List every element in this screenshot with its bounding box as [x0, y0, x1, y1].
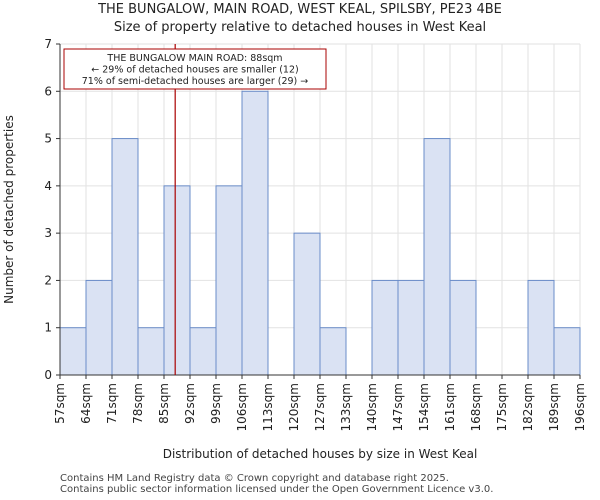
histogram-bar: [423, 138, 451, 376]
x-tick-label: 133sqm: [339, 383, 353, 431]
histogram-bar: [85, 279, 113, 376]
histogram-bar: [293, 232, 321, 376]
y-tick-label: 4: [44, 179, 52, 193]
x-tick-label: 85sqm: [157, 383, 171, 424]
histogram-bar: [111, 138, 139, 376]
annotation-text: 71% of semi-detached houses are larger (…: [82, 76, 309, 87]
y-tick-label: 5: [44, 132, 52, 146]
histogram-bar: [189, 327, 217, 376]
x-tick-label: 182sqm: [521, 383, 535, 431]
x-tick-label: 196sqm: [573, 383, 587, 431]
x-tick-label: 57sqm: [53, 383, 67, 424]
histogram-bar: [371, 279, 399, 376]
histogram-bar: [527, 279, 555, 376]
histogram-bar: [553, 327, 581, 376]
x-tick-label: 71sqm: [105, 383, 119, 424]
histogram-bar: [241, 90, 269, 376]
histogram-bar: [319, 327, 347, 376]
x-tick-label: 161sqm: [443, 383, 457, 431]
histogram-bar: [59, 327, 87, 376]
histogram-bar: [163, 185, 191, 376]
y-tick-label: 7: [44, 37, 52, 51]
chart-subtitle: Size of property relative to detached ho…: [113, 20, 487, 35]
x-tick-label: 78sqm: [131, 383, 145, 424]
x-tick-label: 113sqm: [261, 383, 275, 431]
x-tick-label: 189sqm: [547, 383, 561, 431]
histogram-bar: [137, 327, 165, 376]
y-axis-title: Number of detached properties: [2, 115, 16, 304]
x-tick-label: 120sqm: [287, 383, 301, 431]
x-axis-title: Distribution of detached houses by size …: [163, 447, 478, 461]
x-tick-label: 127sqm: [313, 383, 327, 431]
x-tick-label: 147sqm: [391, 383, 405, 431]
footer-licence: Contains public sector information licen…: [60, 484, 494, 495]
x-tick-label: 99sqm: [209, 383, 223, 424]
annotation-text: ← 29% of detached houses are smaller (12…: [91, 65, 298, 76]
y-tick-label: 2: [44, 273, 52, 287]
y-tick-label: 6: [44, 84, 52, 98]
annotation-box: [63, 48, 327, 90]
chart-title: THE BUNGALOW, MAIN ROAD, WEST KEAL, SPIL…: [98, 2, 502, 17]
y-tick-label: 3: [44, 226, 52, 240]
y-tick-label: 1: [44, 321, 52, 335]
x-tick-label: 64sqm: [79, 383, 93, 424]
annotation-text: THE BUNGALOW MAIN ROAD: 88sqm: [106, 53, 282, 64]
y-tick-label: 0: [44, 368, 52, 382]
x-tick-label: 175sqm: [495, 383, 509, 431]
x-tick-label: 154sqm: [417, 383, 431, 431]
x-tick-label: 106sqm: [235, 383, 249, 431]
histogram-bar: [397, 279, 425, 376]
histogram-bar: [215, 185, 243, 376]
x-tick-label: 140sqm: [365, 383, 379, 431]
x-tick-label: 168sqm: [469, 383, 483, 431]
footer-copyright: Contains HM Land Registry data © Crown c…: [60, 473, 449, 484]
histogram-bar: [449, 279, 477, 376]
x-tick-label: 92sqm: [183, 383, 197, 424]
